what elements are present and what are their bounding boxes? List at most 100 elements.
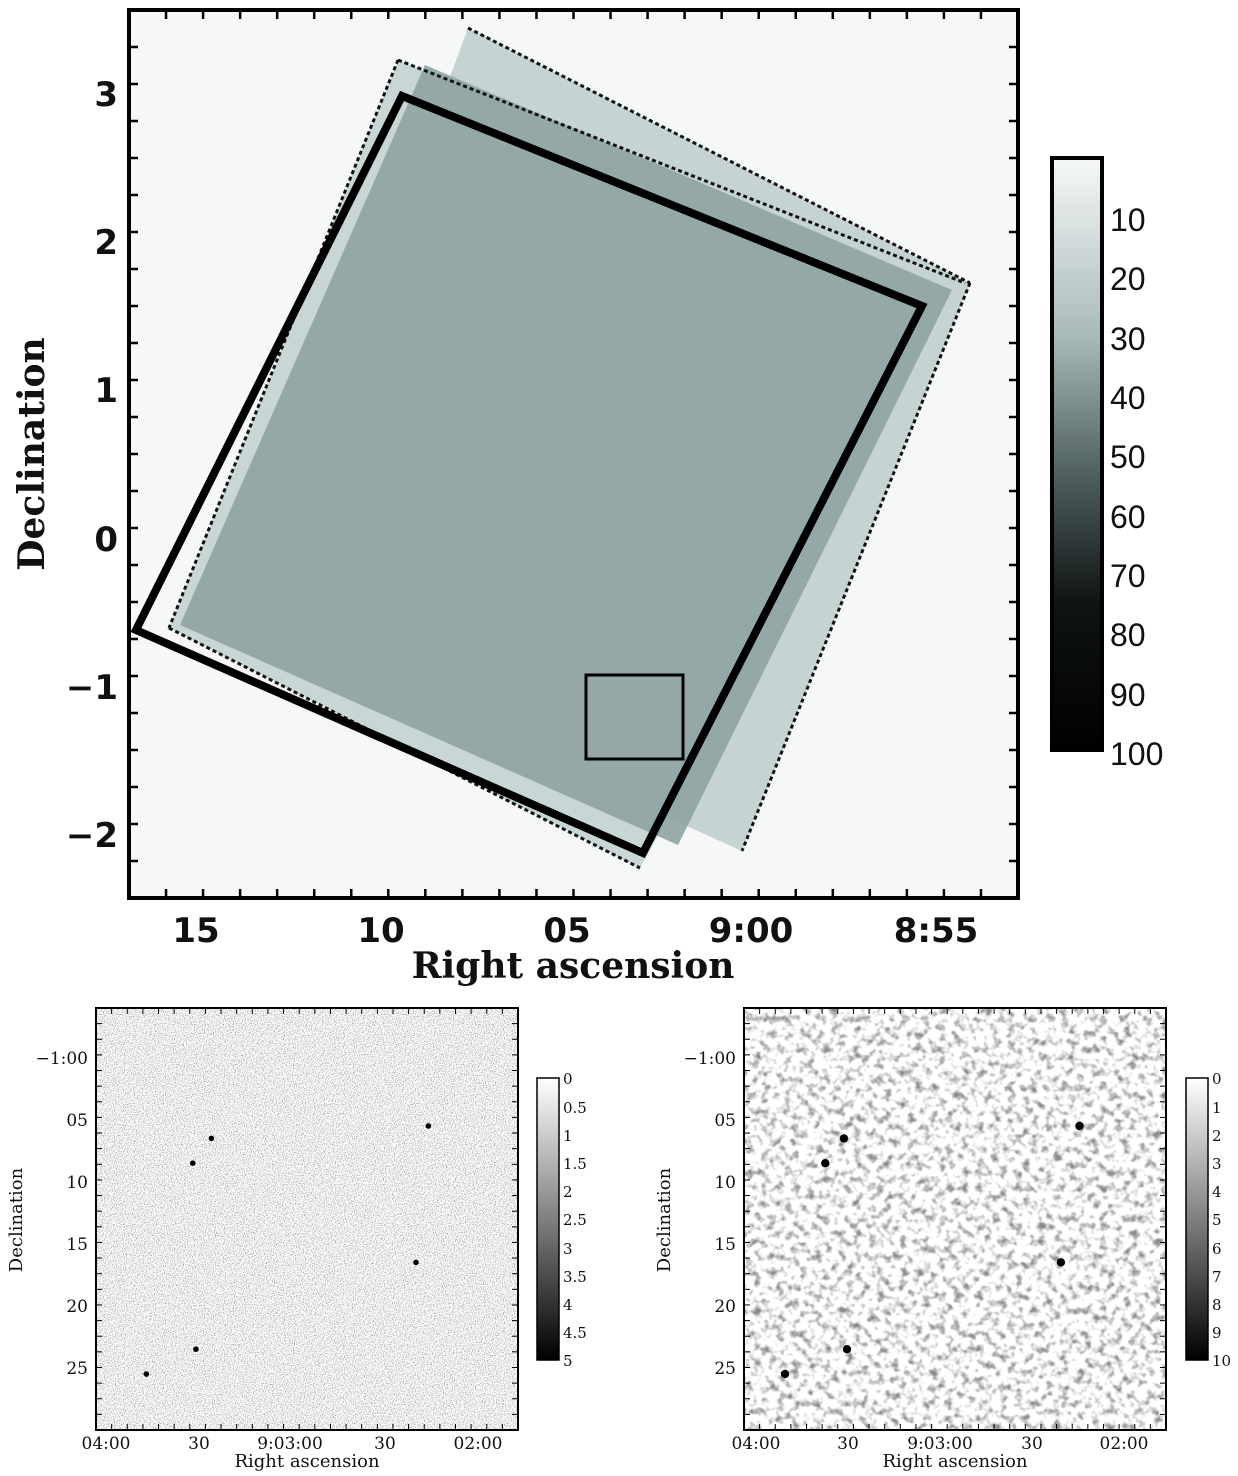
right-cbar-tick: 6 <box>1212 1240 1222 1258</box>
right-xlabel: Right ascension <box>882 1451 1028 1472</box>
right-tick-marks <box>744 1008 1166 1430</box>
main-cbar-tick: 70 <box>1110 558 1146 594</box>
right-colorbar <box>1185 1077 1209 1361</box>
main-panel: 15 10 05 9:00 8:55 3 2 1 0 −1 −2 Right a… <box>11 8 1163 987</box>
left-colorbar <box>536 1077 560 1361</box>
left-xtick: 9:03:00 <box>257 1434 323 1454</box>
source-point <box>208 1135 215 1142</box>
main-xtick-05: 05 <box>543 911 590 951</box>
left-xlabel: Right ascension <box>234 1451 380 1472</box>
source-point <box>842 1345 852 1354</box>
left-ylabel: Declination <box>6 1167 27 1272</box>
left-colorbar-labels: 0 0.5 1 1.5 2 2.5 3 3.5 4 4.5 5 <box>563 1070 587 1370</box>
left-plot-frame <box>95 1007 519 1431</box>
right-plot-frame <box>743 1007 1167 1431</box>
left-xtick: 30 <box>374 1434 396 1454</box>
right-ytick: 10 <box>714 1173 736 1193</box>
left-xtick: 04:00 <box>82 1434 131 1454</box>
main-cbar-tick: 80 <box>1110 617 1146 653</box>
source-point <box>190 1160 196 1166</box>
right-ylabel: Declination <box>654 1167 675 1272</box>
source-point <box>425 1123 432 1129</box>
source-point <box>193 1346 199 1352</box>
zoom-box <box>584 673 685 761</box>
field-edge-jagged <box>167 26 972 870</box>
left-xtick: 02:00 <box>454 1434 503 1454</box>
right-ytick: −1:00 <box>684 1049 736 1069</box>
main-ytick-2: 2 <box>94 223 118 263</box>
right-ytick: 20 <box>714 1297 736 1317</box>
main-ytick-m1: −1 <box>66 668 118 708</box>
right-cbar-tick: 5 <box>1212 1211 1222 1229</box>
right-ytick: 15 <box>714 1235 736 1255</box>
left-ytick: 15 <box>66 1235 88 1255</box>
source-point <box>1056 1258 1066 1267</box>
main-ylabel: Declination <box>11 337 53 570</box>
left-cbar-tick: 3.5 <box>563 1268 587 1286</box>
left-sources <box>143 1123 432 1377</box>
main-ytick-1: 1 <box>94 371 118 411</box>
main-colorbar-labels: 10 20 30 40 50 60 70 80 90 100 <box>1110 202 1163 772</box>
right-xtick: 02:00 <box>1100 1434 1149 1454</box>
left-cbar-tick: 3 <box>563 1240 573 1258</box>
right-cbar-tick: 9 <box>1212 1324 1222 1342</box>
main-cbar-tick: 60 <box>1110 499 1146 535</box>
right-panel: 04:00 30 9:03:00 30 02:00 −1:00 05 10 15… <box>654 1007 1231 1472</box>
right-cbar-tick: 2 <box>1212 1127 1222 1145</box>
left-ytick: 25 <box>66 1359 88 1379</box>
source-point <box>821 1159 830 1168</box>
right-cbar-tick: 7 <box>1212 1268 1222 1286</box>
source-point <box>143 1371 150 1377</box>
main-cbar-tick: 10 <box>1110 202 1146 238</box>
right-noise <box>744 1008 1166 1430</box>
main-cbar-tick: 20 <box>1110 261 1146 297</box>
right-xtick: 30 <box>1021 1434 1043 1454</box>
left-noise <box>96 1008 518 1430</box>
main-xtick-900: 9:00 <box>709 911 794 951</box>
overlap-region <box>180 65 952 845</box>
main-ytick-0: 0 <box>94 520 118 560</box>
source-point <box>413 1259 419 1266</box>
main-cbar-tick: 90 <box>1110 677 1146 713</box>
left-cbar-tick: 1 <box>563 1127 573 1145</box>
left-cbar-tick: 2 <box>563 1183 573 1201</box>
source-point <box>780 1369 790 1379</box>
right-xtick: 04:00 <box>732 1434 781 1454</box>
left-cbar-tick: 2.5 <box>563 1211 587 1229</box>
right-cbar-tick: 10 <box>1212 1352 1231 1370</box>
main-ytick-m2: −2 <box>66 816 118 856</box>
main-xlabel: Right ascension <box>412 945 735 987</box>
right-xtick: 30 <box>837 1434 859 1454</box>
left-ytick: −1:00 <box>36 1049 88 1069</box>
main-xtick-10: 10 <box>357 911 404 951</box>
source-point <box>839 1134 849 1143</box>
left-cbar-tick: 1.5 <box>563 1155 587 1173</box>
bold-outline <box>130 90 928 859</box>
main-ytick-3: 3 <box>94 75 118 115</box>
main-colorbar <box>1050 156 1104 752</box>
left-ytick: 20 <box>66 1297 88 1317</box>
right-cbar-tick: 0 <box>1212 1070 1222 1088</box>
main-cbar-tick: 30 <box>1110 321 1146 357</box>
right-cbar-tick: 4 <box>1212 1183 1222 1201</box>
right-cbar-tick: 8 <box>1212 1296 1222 1314</box>
left-cbar-tick: 4.5 <box>563 1324 587 1342</box>
right-ytick: 25 <box>714 1359 736 1379</box>
main-xtick-15: 15 <box>172 911 219 951</box>
left-ytick: 05 <box>66 1111 88 1131</box>
left-cbar-tick: 4 <box>563 1296 573 1314</box>
left-tick-marks <box>96 1008 518 1430</box>
left-cbar-tick: 5 <box>563 1352 573 1370</box>
left-xtick: 30 <box>188 1434 210 1454</box>
right-ytick: 05 <box>714 1111 736 1131</box>
left-panel: 04:00 30 9:03:00 30 02:00 −1:00 05 10 15… <box>6 1007 587 1472</box>
source-point <box>1075 1121 1084 1131</box>
main-tick-marks <box>129 10 1018 898</box>
right-cbar-tick: 3 <box>1212 1155 1222 1173</box>
right-cbar-tick: 1 <box>1212 1099 1222 1117</box>
main-xtick-855: 8:55 <box>894 911 979 951</box>
left-cbar-tick: 0 <box>563 1070 573 1088</box>
right-colorbar-labels: 0 1 2 3 4 5 6 7 8 9 10 <box>1212 1070 1231 1370</box>
left-ytick: 10 <box>66 1173 88 1193</box>
